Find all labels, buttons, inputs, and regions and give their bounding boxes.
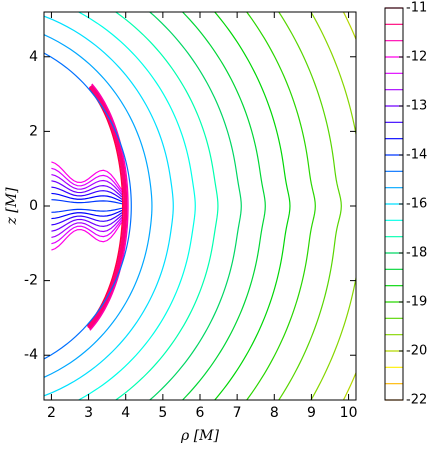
contour-line [181, 12, 266, 400]
contour-line [51, 214, 123, 232]
contour-line [89, 83, 129, 331]
x-tick-label: 4 [121, 405, 130, 421]
colorbar-tick-label: -18 [406, 246, 427, 261]
contour-line [148, 12, 242, 400]
colorbar-tick-label: -19 [406, 295, 427, 310]
contour-line [51, 207, 123, 213]
y-tick-label: 2 [29, 123, 38, 139]
contour-line [86, 87, 124, 327]
x-tick-label: 2 [47, 405, 56, 421]
contour-line [51, 221, 123, 251]
colorbar-tick-label: -12 [406, 50, 427, 65]
contour-line [51, 161, 123, 191]
colorbar-tick-label: -14 [406, 148, 427, 163]
contour-line [114, 12, 219, 400]
contour-line [51, 173, 123, 196]
contour-line [44, 34, 153, 378]
contour-line [342, 12, 356, 400]
contour-line [51, 192, 123, 203]
contour-line [51, 167, 123, 194]
y-tick-label: -4 [24, 347, 38, 363]
y-tick-label: 4 [29, 49, 38, 65]
contour-line [51, 212, 123, 226]
contour-line [51, 199, 123, 205]
x-tick-label: 5 [158, 405, 167, 421]
x-axis-label: ρ [M] [180, 428, 219, 444]
y-tick-label: -2 [24, 273, 38, 289]
contour-line [51, 209, 123, 220]
x-tick-label: 9 [307, 405, 316, 421]
x-tick-label: 3 [84, 405, 93, 421]
contour-line [44, 52, 132, 360]
y-axis-label: z [M] [4, 187, 20, 226]
contour-line [310, 12, 356, 400]
x-tick-label: 7 [233, 405, 242, 421]
x-tick-label: 8 [270, 405, 279, 421]
x-tick-label: 10 [340, 405, 358, 421]
x-tick-label: 6 [196, 405, 205, 421]
contour-line [51, 186, 123, 200]
colorbar-tick-label: -22 [406, 393, 427, 408]
colorbar-tick-label: -11 [406, 1, 427, 16]
y-tick-label: 0 [29, 198, 38, 214]
contour-line [77, 12, 196, 400]
contour-line [44, 15, 174, 397]
contour-line [278, 12, 342, 400]
colorbar-tick-label: -16 [406, 197, 427, 212]
contour-line [213, 12, 291, 400]
contours [44, 12, 356, 400]
colorbar-tick-label: -13 [406, 99, 427, 114]
contour-line [51, 216, 123, 239]
contour-line [51, 180, 123, 198]
colorbar-tick-label: -20 [406, 344, 427, 359]
contour-line [246, 12, 316, 400]
contour-line [51, 218, 123, 245]
